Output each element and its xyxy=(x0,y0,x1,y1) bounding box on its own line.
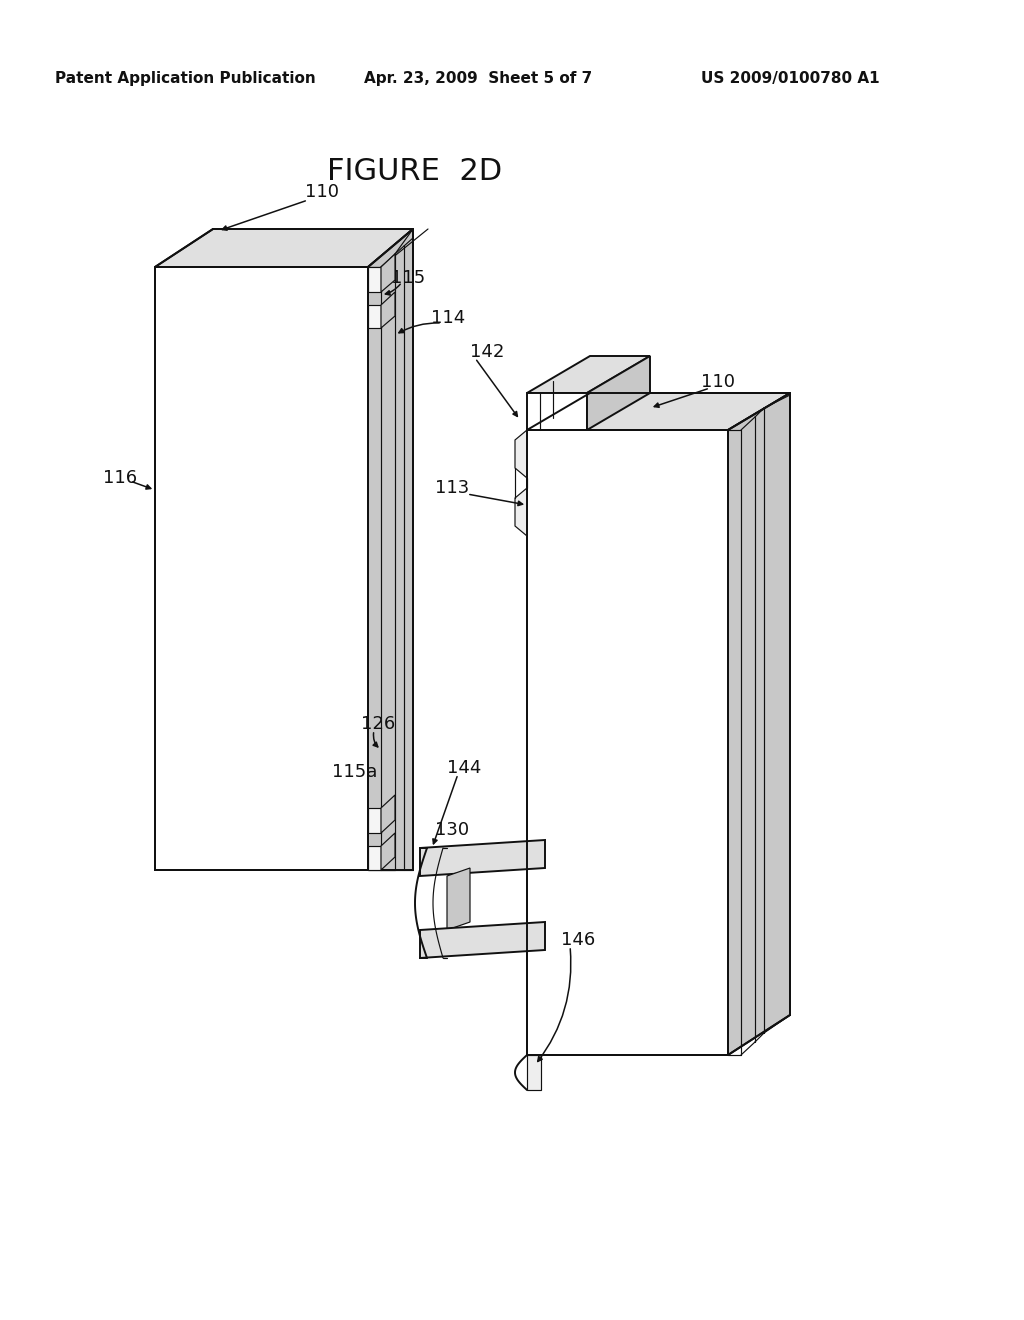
Text: 115a: 115a xyxy=(333,763,378,781)
Polygon shape xyxy=(515,488,527,536)
Polygon shape xyxy=(527,430,728,1055)
Polygon shape xyxy=(420,840,545,876)
Text: 113: 113 xyxy=(435,479,469,498)
Polygon shape xyxy=(728,393,790,1055)
Text: 142: 142 xyxy=(470,343,504,360)
Text: 114: 114 xyxy=(431,309,465,327)
Polygon shape xyxy=(527,393,790,430)
Polygon shape xyxy=(368,846,381,870)
Polygon shape xyxy=(368,228,413,870)
Polygon shape xyxy=(381,253,395,292)
Text: 126: 126 xyxy=(360,715,395,733)
Text: Apr. 23, 2009  Sheet 5 of 7: Apr. 23, 2009 Sheet 5 of 7 xyxy=(364,70,592,86)
Text: 146: 146 xyxy=(561,931,595,949)
Polygon shape xyxy=(381,795,395,833)
Text: 110: 110 xyxy=(305,183,339,201)
Polygon shape xyxy=(515,430,527,478)
Polygon shape xyxy=(527,393,587,430)
Polygon shape xyxy=(368,267,381,292)
Text: FIGURE  2D: FIGURE 2D xyxy=(328,157,503,186)
Polygon shape xyxy=(527,356,650,393)
Text: Patent Application Publication: Patent Application Publication xyxy=(54,70,315,86)
Polygon shape xyxy=(381,833,395,870)
Polygon shape xyxy=(368,808,381,833)
Polygon shape xyxy=(155,228,413,267)
Polygon shape xyxy=(155,267,368,870)
Polygon shape xyxy=(420,921,545,958)
Text: 115: 115 xyxy=(391,269,425,286)
Polygon shape xyxy=(527,1055,541,1090)
Text: 144: 144 xyxy=(446,759,481,777)
Text: 110: 110 xyxy=(701,374,735,391)
Text: US 2009/0100780 A1: US 2009/0100780 A1 xyxy=(700,70,880,86)
Text: 130: 130 xyxy=(435,821,469,840)
Polygon shape xyxy=(587,356,650,430)
Polygon shape xyxy=(368,305,381,327)
Text: 116: 116 xyxy=(103,469,137,487)
Polygon shape xyxy=(381,292,395,327)
Polygon shape xyxy=(447,869,470,931)
